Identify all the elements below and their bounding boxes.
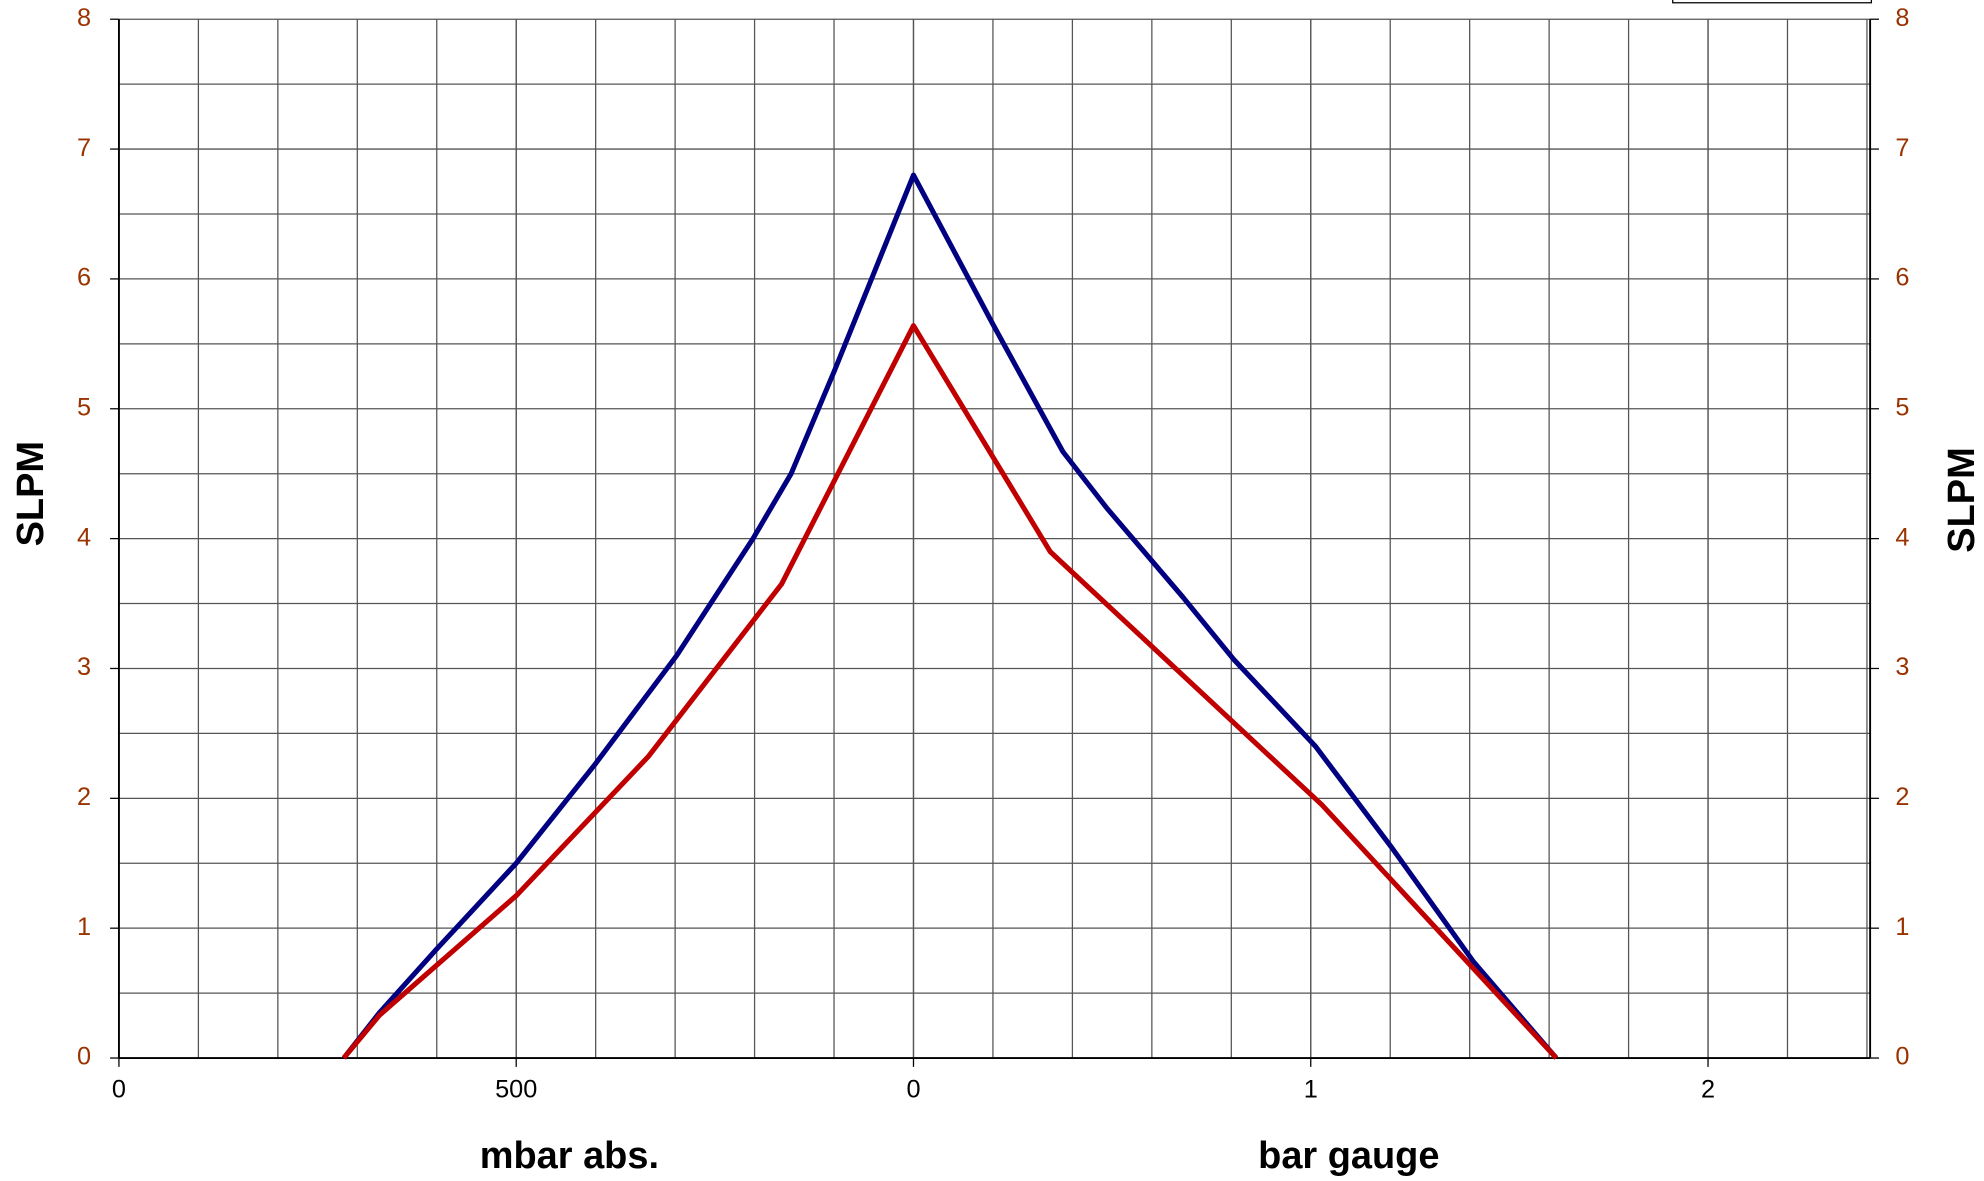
x-tick-label: 0 — [112, 1076, 126, 1104]
y2-tick-label: 0 — [1895, 1043, 1909, 1071]
y2-tick-label: 4 — [1895, 523, 1909, 551]
y-tick-label: 8 — [77, 4, 91, 32]
series-line — [341, 172, 1559, 1060]
y-tick-label: 2 — [77, 783, 91, 811]
y2-tick-label: 7 — [1895, 134, 1909, 162]
y-tick-label: 7 — [77, 134, 91, 162]
legend-box — [1672, 0, 1873, 4]
y2-tick-label: 1 — [1895, 913, 1909, 941]
x-axis-title: mbar abs. — [480, 1135, 659, 1177]
y2-tick-label: 5 — [1895, 393, 1909, 421]
y-axis-title: SLPM — [10, 441, 52, 546]
y2-tick-label: 2 — [1895, 783, 1909, 811]
y-tick-label: 4 — [77, 523, 91, 551]
y2-axis-title: SLPM — [1941, 447, 1983, 552]
y2-tick-label: 3 — [1895, 653, 1909, 681]
y-tick-label: 1 — [77, 913, 91, 941]
y2-tick-label: 8 — [1895, 4, 1909, 32]
x-axis-title: bar gauge — [1258, 1135, 1439, 1177]
y-tick-label: 0 — [77, 1043, 91, 1071]
x-tick-label: 2 — [1701, 1076, 1715, 1104]
x-tick-label: 0 — [906, 1076, 920, 1104]
y-tick-label: 5 — [77, 393, 91, 421]
y-tick-label: 6 — [77, 264, 91, 292]
series-line — [341, 323, 1559, 1060]
x-tick-label: 1 — [1304, 1076, 1318, 1104]
y2-tick-label: 6 — [1895, 264, 1909, 292]
y-tick-label: 3 — [77, 653, 91, 681]
x-tick-label: 500 — [495, 1076, 537, 1104]
